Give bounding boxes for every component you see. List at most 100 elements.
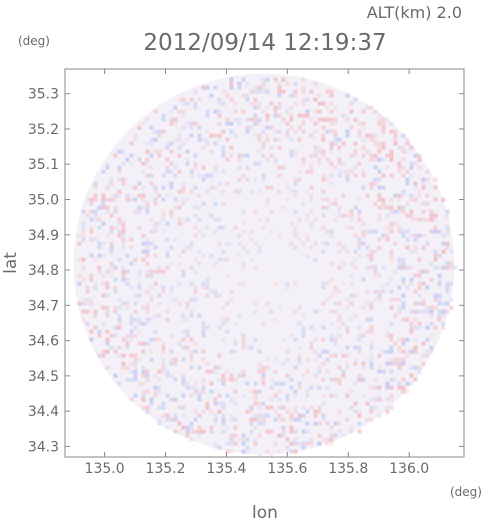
echo-cell xyxy=(129,317,134,322)
echo-cell xyxy=(185,301,190,306)
echo-cell xyxy=(437,281,442,286)
echo-cell xyxy=(277,105,282,110)
echo-cell xyxy=(349,429,354,434)
echo-cell xyxy=(389,361,394,366)
echo-cell xyxy=(349,153,354,158)
echo-cell xyxy=(361,277,366,282)
echo-cell xyxy=(389,369,394,374)
echo-cell xyxy=(369,133,374,138)
echo-cell xyxy=(89,201,94,206)
echo-cell xyxy=(105,309,110,314)
echo-cell xyxy=(409,277,414,282)
echo-cell xyxy=(241,437,246,442)
echo-cell xyxy=(421,281,426,286)
echo-cell xyxy=(337,161,342,166)
echo-cell xyxy=(249,125,254,130)
echo-cell xyxy=(441,313,446,318)
echo-cell xyxy=(77,257,82,262)
echo-cell xyxy=(109,245,114,250)
echo-cell xyxy=(341,245,346,250)
echo-cell xyxy=(181,125,186,130)
echo-cell xyxy=(277,101,282,106)
echo-cell xyxy=(273,105,278,110)
echo-cell xyxy=(257,117,262,122)
echo-cell xyxy=(273,109,278,114)
echo-cell xyxy=(217,97,222,102)
y-tick-label: 34.6 xyxy=(28,334,59,350)
echo-cell xyxy=(281,429,286,434)
echo-cell xyxy=(377,393,382,398)
echo-cell xyxy=(361,169,366,174)
echo-cell xyxy=(221,305,226,310)
echo-cell xyxy=(253,337,258,342)
echo-cell xyxy=(285,349,290,354)
echo-cell xyxy=(313,217,318,222)
echo-cell xyxy=(289,221,294,226)
echo-cell xyxy=(377,237,382,242)
echo-cell xyxy=(149,181,154,186)
echo-cell xyxy=(157,149,162,154)
echo-cell xyxy=(129,153,134,158)
echo-cell xyxy=(369,229,374,234)
echo-cell xyxy=(345,329,350,334)
echo-cell xyxy=(165,425,170,430)
echo-cell xyxy=(409,213,414,218)
echo-cell xyxy=(261,369,266,374)
echo-cell xyxy=(417,165,422,170)
echo-cell xyxy=(145,373,150,378)
echo-cell xyxy=(301,405,306,410)
echo-cell xyxy=(165,317,170,322)
echo-cell xyxy=(409,145,414,150)
echo-cell xyxy=(265,413,270,418)
echo-cell xyxy=(81,309,86,314)
echo-cell xyxy=(357,213,362,218)
echo-cell xyxy=(149,137,154,142)
echo-cell xyxy=(305,237,310,242)
echo-cell xyxy=(189,265,194,270)
echo-cell xyxy=(141,193,146,198)
echo-cell xyxy=(369,185,374,190)
y-tick-label: 34.5 xyxy=(28,369,59,385)
echo-cell xyxy=(413,289,418,294)
echo-cell xyxy=(281,425,286,430)
echo-cell xyxy=(409,373,414,378)
echo-cell xyxy=(401,377,406,382)
echo-cell xyxy=(341,433,346,438)
echo-cell xyxy=(353,361,358,366)
echo-cell xyxy=(181,113,186,118)
echo-cell xyxy=(297,137,302,142)
echo-cell xyxy=(133,361,138,366)
echo-cell xyxy=(245,117,250,122)
echo-cell xyxy=(189,365,194,370)
echo-cell xyxy=(189,353,194,358)
echo-cell xyxy=(417,233,422,238)
echo-cell xyxy=(377,245,382,250)
echo-cell xyxy=(441,321,446,326)
echo-cell xyxy=(417,217,422,222)
echo-cell xyxy=(361,137,366,142)
echo-cell xyxy=(129,377,134,382)
echo-cell xyxy=(233,101,238,106)
echo-cell xyxy=(409,209,414,214)
echo-cell xyxy=(385,205,390,210)
echo-cell xyxy=(209,425,214,430)
echo-cell xyxy=(277,113,282,118)
echo-cell xyxy=(205,369,210,374)
echo-cell xyxy=(113,205,118,210)
echo-cell xyxy=(397,337,402,342)
echo-cell xyxy=(121,229,126,234)
echo-cell xyxy=(157,129,162,134)
echo-cell xyxy=(381,145,386,150)
echo-cell xyxy=(357,333,362,338)
echo-cell xyxy=(169,349,174,354)
echo-cell xyxy=(77,301,82,306)
echo-cell xyxy=(365,133,370,138)
echo-cell xyxy=(297,441,302,446)
echo-cell xyxy=(109,333,114,338)
echo-cell xyxy=(321,393,326,398)
echo-cell xyxy=(257,85,262,90)
echo-cell xyxy=(389,157,394,162)
echo-cell xyxy=(325,117,330,122)
echo-cell xyxy=(229,437,234,442)
echo-cell xyxy=(141,373,146,378)
